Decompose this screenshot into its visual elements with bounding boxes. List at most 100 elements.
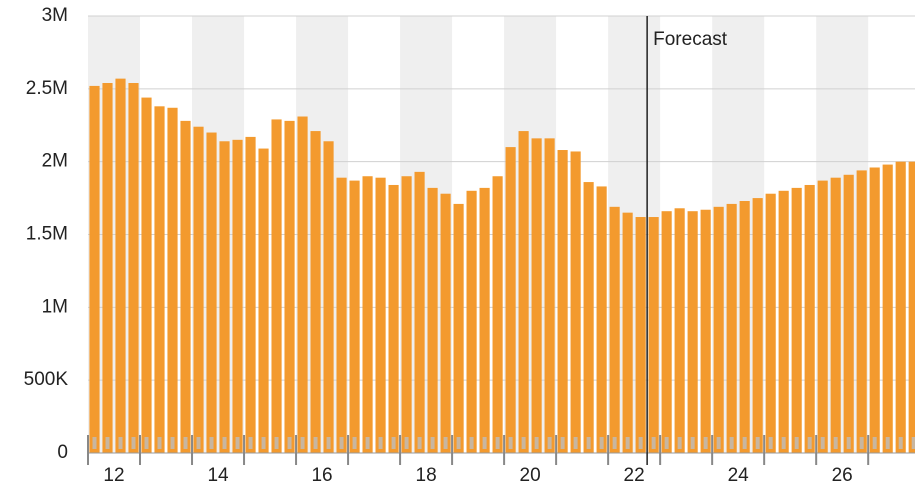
x-tick-label: 20 (520, 465, 541, 486)
y-tick-label: 0 (57, 442, 68, 463)
y-tick-label: 1M (42, 296, 68, 317)
bar (765, 193, 776, 454)
bar (206, 132, 217, 454)
baseline-marker (378, 437, 383, 449)
bar (440, 193, 451, 454)
baseline-marker (859, 437, 864, 449)
baseline-marker (430, 437, 435, 449)
baseline-marker (391, 437, 396, 449)
baseline-marker (703, 437, 708, 449)
bar (791, 187, 802, 454)
bar (531, 138, 542, 454)
baseline-marker (313, 437, 318, 449)
bar (245, 136, 256, 454)
baseline-marker (872, 437, 877, 449)
bar (193, 126, 204, 453)
baseline-marker (742, 437, 747, 449)
baseline-marker (261, 437, 266, 449)
baseline-marker (326, 437, 331, 449)
baseline-marker (729, 437, 734, 449)
baseline-marker (677, 437, 682, 449)
bar (115, 78, 126, 454)
baseline-marker (339, 437, 344, 449)
bar (219, 141, 230, 454)
bar (648, 217, 659, 453)
bar (661, 211, 672, 453)
bar (843, 174, 854, 453)
bar (713, 206, 724, 453)
baseline-marker (716, 437, 721, 449)
bar (856, 170, 867, 453)
baseline-marker (625, 437, 630, 449)
bar (518, 131, 529, 453)
baseline-marker (417, 437, 422, 449)
baseline-marker (612, 437, 617, 449)
bar (544, 138, 555, 454)
y-tick-label: 500K (24, 369, 69, 390)
bar (492, 176, 503, 453)
bar (726, 203, 737, 453)
bar (427, 187, 438, 454)
bar (882, 164, 893, 453)
bar (349, 180, 360, 453)
bar (817, 180, 828, 453)
bar (167, 107, 178, 454)
bar (674, 208, 685, 453)
baseline-marker (482, 437, 487, 449)
baseline-marker (911, 437, 915, 449)
bar (414, 171, 425, 453)
baseline-marker (599, 437, 604, 449)
bar (596, 186, 607, 453)
baseline-marker (209, 437, 214, 449)
baseline-marker (651, 437, 656, 449)
x-tick-label: 12 (103, 465, 124, 486)
forecast-label: Forecast (653, 29, 728, 50)
bar (453, 203, 464, 453)
baseline-marker (248, 437, 253, 449)
bar (310, 131, 321, 453)
bar (297, 116, 308, 453)
bar (154, 106, 165, 454)
bar (180, 120, 191, 453)
baseline-marker (404, 437, 409, 449)
baseline-marker (352, 437, 357, 449)
baseline-marker (144, 437, 149, 449)
x-tick-label: 14 (207, 465, 229, 486)
x-tick-label: 18 (416, 465, 437, 486)
x-tick-label: 24 (728, 465, 750, 486)
bar (362, 176, 373, 453)
x-tick-label: 16 (311, 465, 332, 486)
bar (141, 97, 152, 453)
baseline-marker (768, 437, 773, 449)
baseline-marker (547, 437, 552, 449)
baseline-marker (300, 437, 305, 449)
baseline-marker (443, 437, 448, 449)
baseline-marker (664, 437, 669, 449)
baseline-marker (183, 437, 188, 449)
baseline-marker (456, 437, 461, 449)
bar (609, 206, 620, 453)
bar (830, 177, 841, 453)
baseline-marker (781, 437, 786, 449)
baseline-marker (495, 437, 500, 449)
baseline-marker (365, 437, 370, 449)
baseline-marker (508, 437, 513, 449)
bar (128, 83, 139, 454)
baseline-marker (690, 437, 695, 449)
bar (583, 182, 594, 453)
baseline-marker (170, 437, 175, 449)
bar (89, 85, 100, 454)
bar (752, 198, 763, 453)
baseline-marker (807, 437, 812, 449)
bar (804, 184, 815, 453)
baseline-marker (521, 437, 526, 449)
baseline-marker (833, 437, 838, 449)
bar (700, 209, 711, 453)
baseline-marker (235, 437, 240, 449)
bar (505, 147, 516, 453)
bar (479, 187, 490, 454)
y-tick-label: 3M (42, 5, 68, 26)
bar (232, 139, 243, 454)
bar (336, 177, 347, 453)
bar (622, 212, 633, 453)
